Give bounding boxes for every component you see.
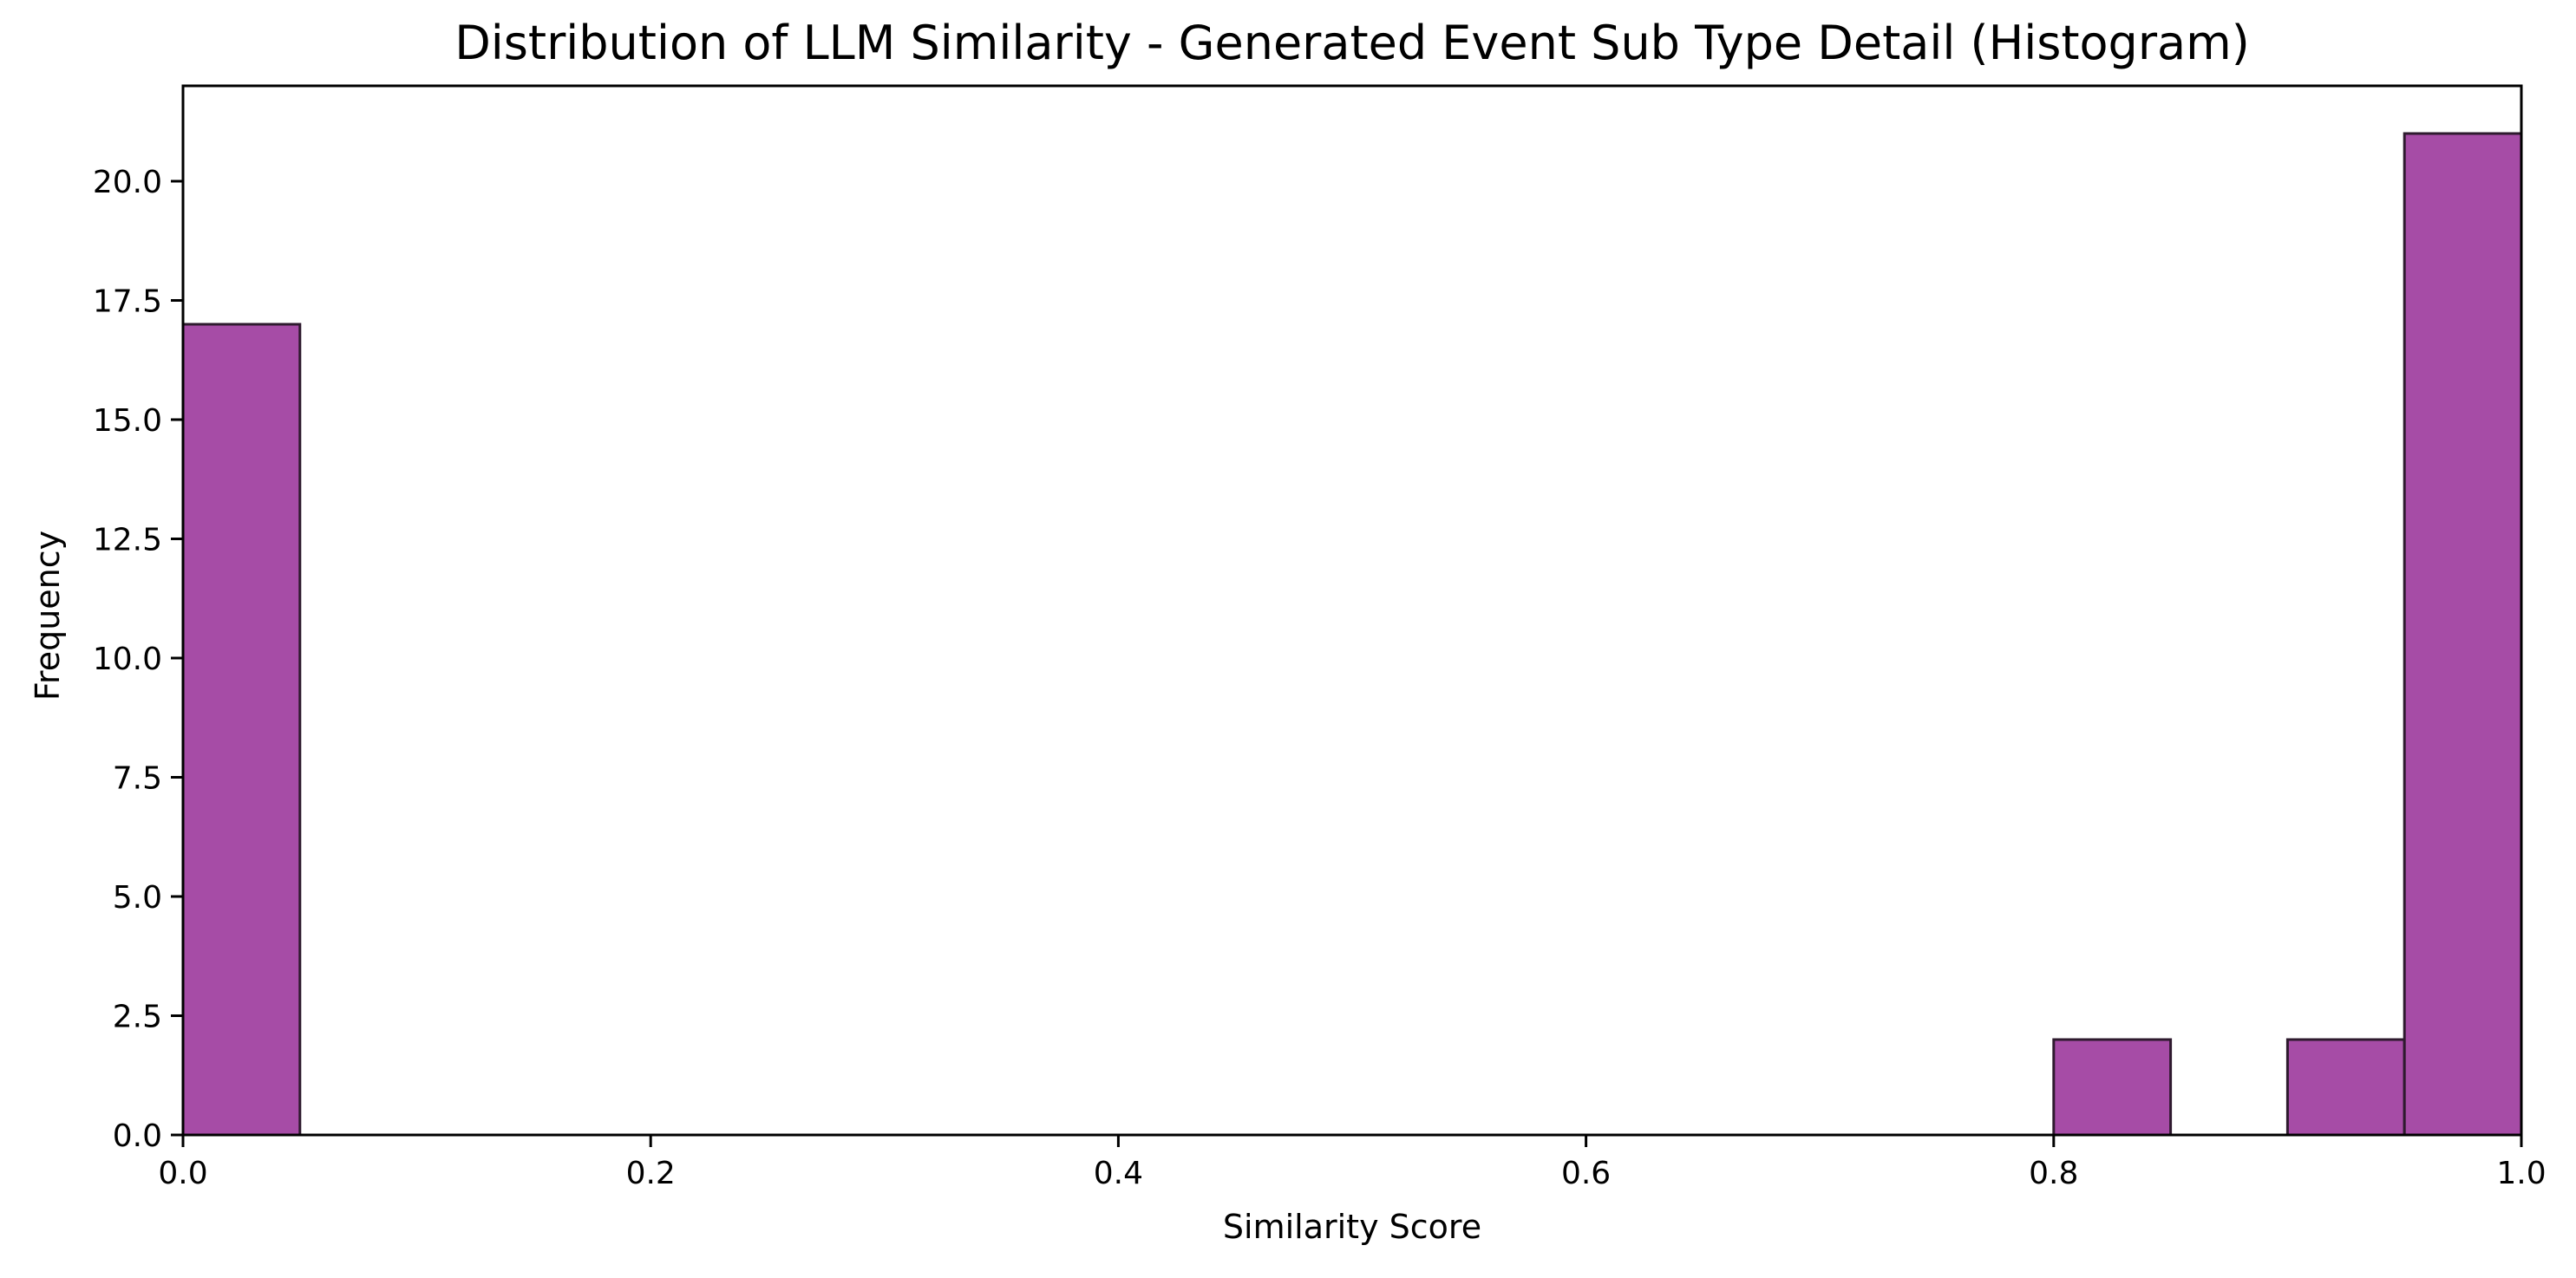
x-axis: 0.0 0.2 0.4 0.6 0.8 1.0 <box>158 1135 2547 1191</box>
y-tick-label: 10.0 <box>93 642 162 677</box>
x-tick-label: 0.8 <box>2029 1156 2078 1191</box>
y-tick-label: 7.5 <box>113 761 162 797</box>
x-axis-label: Similarity Score <box>1223 1208 1481 1246</box>
plot-frame <box>181 84 2523 1137</box>
x-tick-label: 0.4 <box>1094 1156 1143 1191</box>
y-axis: 0.0 2.5 5.0 7.5 10.0 12.5 15.0 17.5 20.0 <box>93 165 183 1154</box>
y-tick-label: 5.0 <box>113 880 162 916</box>
histogram-bar <box>2403 132 2523 1137</box>
plot-area <box>181 84 2523 1137</box>
x-tick-label: 0.6 <box>1561 1156 1611 1191</box>
y-tick-label: 0.0 <box>113 1118 162 1154</box>
x-tick-label: 1.0 <box>2496 1156 2546 1191</box>
histogram-bar <box>2285 1038 2406 1137</box>
chart-title: Distribution of LLM Similarity - Generat… <box>454 16 2250 70</box>
histogram-bar <box>2052 1038 2173 1137</box>
y-tick-label: 2.5 <box>113 1000 162 1035</box>
y-axis-label: Frequency <box>29 531 67 701</box>
x-tick-label: 0.2 <box>626 1156 676 1191</box>
y-tick-label: 20.0 <box>93 165 162 200</box>
y-tick-label: 15.0 <box>93 403 162 439</box>
y-tick-label: 12.5 <box>93 523 162 558</box>
x-tick-label: 0.0 <box>158 1156 207 1191</box>
histogram-bar <box>181 323 302 1137</box>
y-tick-label: 17.5 <box>93 284 162 320</box>
